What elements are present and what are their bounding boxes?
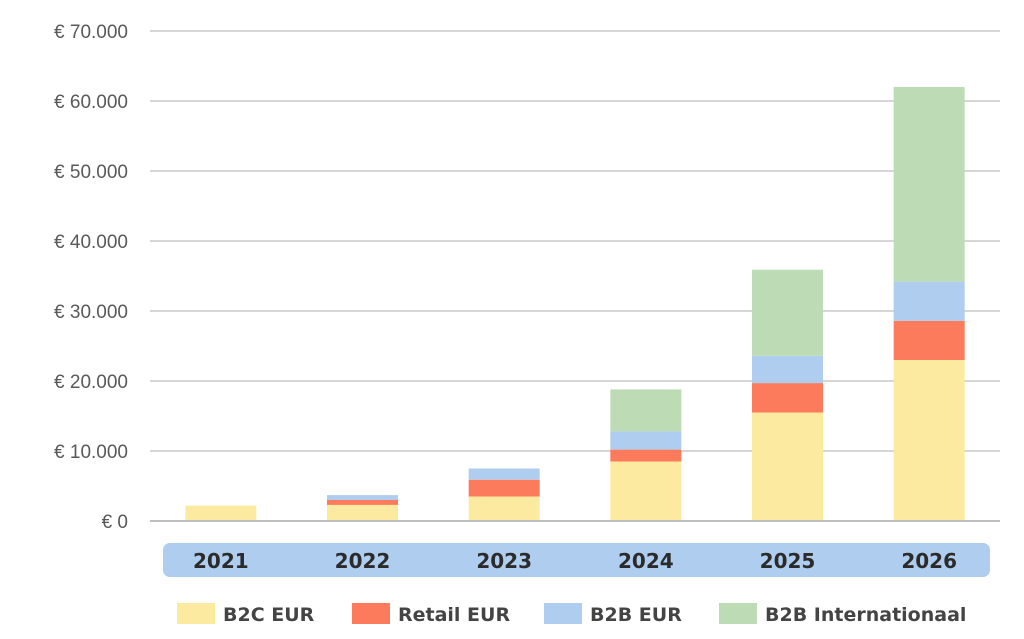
bar-2026-b2b-internationaal (893, 87, 965, 282)
y-axis-ticks: € 0 € 10.000 € 20.000 € 30.000 € 40.000 € 50.… (54, 22, 128, 533)
y-tick-label: € 0 (102, 512, 128, 533)
category-band (163, 543, 990, 577)
legend-swatch-b2c-eur (177, 603, 215, 624)
legend-swatch-retail-eur (352, 603, 390, 624)
bar-2022-b2b-eur (327, 495, 398, 500)
bar-2026-retail-eur (893, 320, 965, 360)
bars (185, 87, 965, 521)
y-tick-label: € 30.000 (54, 302, 128, 323)
bar-2023-b2c-eur (468, 496, 540, 521)
y-tick-label: € 20.000 (54, 372, 128, 393)
y-tick-label: € 60.000 (54, 92, 128, 113)
bar-2025-b2b-internationaal (752, 269, 823, 356)
bar-2026-b2c-eur (893, 360, 965, 521)
bar-2024-b2b-eur (610, 431, 682, 450)
x-axis-ticks: 2021 2022 2023 2024 2025 2026 (193, 549, 957, 573)
bar-2025-b2c-eur (752, 412, 823, 521)
y-tick-label: € 70.000 (54, 22, 128, 43)
x-tick-label: 2026 (901, 549, 957, 573)
bar-2021-b2c-eur (185, 505, 257, 521)
bar-2023-b2b-eur (468, 468, 540, 480)
bar-2023-retail-eur (468, 479, 540, 497)
x-tick-label: 2024 (618, 549, 674, 573)
legend-label-b2b-internationaal: B2B Internationaal (765, 604, 966, 626)
x-tick-label: 2025 (760, 549, 816, 573)
gridlines (150, 30, 1000, 452)
bar-2024-b2b-internationaal (610, 389, 682, 432)
bar-2022-retail-eur (327, 500, 398, 505)
bar-2022-b2c-eur (327, 504, 398, 521)
legend-label-b2b-eur: B2B EUR (590, 604, 682, 626)
x-tick-label: 2021 (193, 549, 249, 573)
bar-2025-b2b-eur (752, 355, 823, 384)
y-tick-label: € 40.000 (54, 232, 128, 253)
x-tick-label: 2022 (335, 549, 391, 573)
bar-2026-b2b-eur (893, 281, 965, 321)
legend-swatch-b2b-internationaal (719, 603, 757, 624)
legend-label-b2c-eur: B2C EUR (223, 604, 315, 626)
bar-2024-retail-eur (610, 449, 682, 462)
bar-2025-retail-eur (752, 383, 823, 413)
x-tick-label: 2023 (476, 549, 532, 573)
legend-label-retail-eur: Retail EUR (398, 604, 510, 626)
bar-2024-b2c-eur (610, 461, 682, 521)
legend: B2C EUR Retail EUR B2B EUR B2B Internationa… (177, 603, 966, 626)
legend-swatch-b2b-eur (544, 603, 582, 624)
y-tick-label: € 50.000 (54, 162, 128, 183)
y-tick-label: € 10.000 (54, 442, 128, 463)
